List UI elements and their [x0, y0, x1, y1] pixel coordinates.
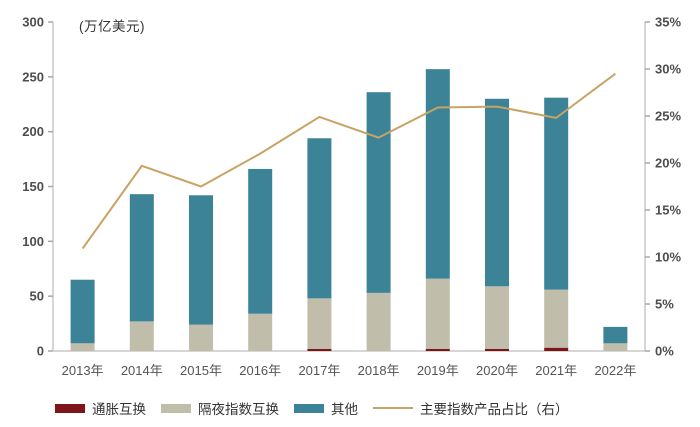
bar-segment: [425, 278, 450, 349]
right-axis-tick-label: 0%: [655, 344, 674, 359]
bar-segment: [248, 313, 273, 351]
legend-item-inflation-swap: 通胀互换: [55, 398, 146, 418]
left-axis-tick-label: 0: [37, 344, 44, 359]
left-axis-tick-label: 150: [22, 179, 44, 194]
legend-swatch-overnight-index-swap: [161, 403, 191, 413]
bar-segment: [307, 138, 332, 299]
x-axis-category-label: 2017年: [298, 363, 340, 378]
bar-segment: [425, 69, 450, 279]
legend-label-other: 其他: [331, 402, 358, 417]
legend-label-index-product-share: 主要指数产品占比（右）: [420, 402, 569, 417]
bar-segment: [248, 168, 273, 314]
left-axis-tick-label: 250: [22, 69, 44, 84]
x-axis-category-label: 2020年: [476, 363, 518, 378]
bar-segment: [603, 343, 628, 351]
legend-swatch-index-product-share-line: [373, 407, 413, 409]
right-axis-tick-label: 20%: [655, 156, 681, 171]
bar-segment: [129, 194, 154, 322]
legend-label-inflation-swap: 通胀互换: [92, 402, 146, 417]
right-axis-tick-label: 35%: [655, 15, 681, 30]
bar-segment: [603, 326, 628, 344]
bar-segment: [129, 321, 154, 351]
right-axis-tick-label: 10%: [655, 250, 681, 265]
x-axis-category-label: 2022年: [594, 363, 636, 378]
bar-segment: [366, 92, 391, 293]
bar-segment: [485, 98, 509, 287]
legend-swatch-other: [294, 403, 324, 413]
x-axis-category-label: 2021年: [535, 363, 577, 378]
bar-segment: [485, 286, 509, 349]
legend: 通胀互换 隔夜指数互换 其他 主要指数产品占比（右）: [55, 398, 569, 418]
bar-segment: [189, 324, 213, 351]
x-axis-category-label: 2015年: [180, 363, 222, 378]
legend-item-index-product-share: 主要指数产品占比（右）: [373, 398, 569, 418]
x-axis-category-label: 2016年: [239, 363, 281, 378]
bar-segment: [366, 292, 391, 351]
right-axis-tick-label: 30%: [655, 62, 681, 77]
bar-segment: [307, 348, 332, 351]
x-axis-category-label: 2013年: [62, 363, 104, 378]
x-axis-category-label: 2014年: [121, 363, 163, 378]
right-axis-tick-label: 15%: [655, 203, 681, 218]
left-axis-tick-label: 200: [22, 124, 44, 139]
x-axis-category-label: 2018年: [358, 363, 400, 378]
bar-segment: [544, 97, 569, 290]
bar-segment: [70, 279, 95, 344]
bar-segment: [485, 348, 509, 351]
right-axis-tick-label: 5%: [655, 297, 674, 312]
bar-segment: [189, 195, 213, 325]
legend-label-overnight-index-swap: 隔夜指数互换: [198, 402, 279, 417]
bar-segment: [70, 343, 95, 351]
x-axis-category-label: 2019年: [417, 363, 459, 378]
left-axis-tick-label: 100: [22, 234, 44, 249]
right-axis-tick-label: 25%: [655, 109, 681, 124]
legend-swatch-inflation-swap: [55, 403, 85, 413]
bar-segment: [425, 348, 450, 351]
left-axis-tick-label: 50: [30, 289, 44, 304]
left-axis-tick-label: 300: [22, 15, 44, 30]
legend-item-overnight-index-swap: 隔夜指数互换: [161, 398, 279, 418]
bar-segment: [544, 347, 569, 351]
bar-segment: [544, 289, 569, 348]
share-line: [81, 72, 616, 250]
axis-unit-label: (万亿美元): [79, 19, 145, 34]
bar-segment: [307, 298, 332, 349]
legend-item-other: 其他: [294, 398, 358, 418]
